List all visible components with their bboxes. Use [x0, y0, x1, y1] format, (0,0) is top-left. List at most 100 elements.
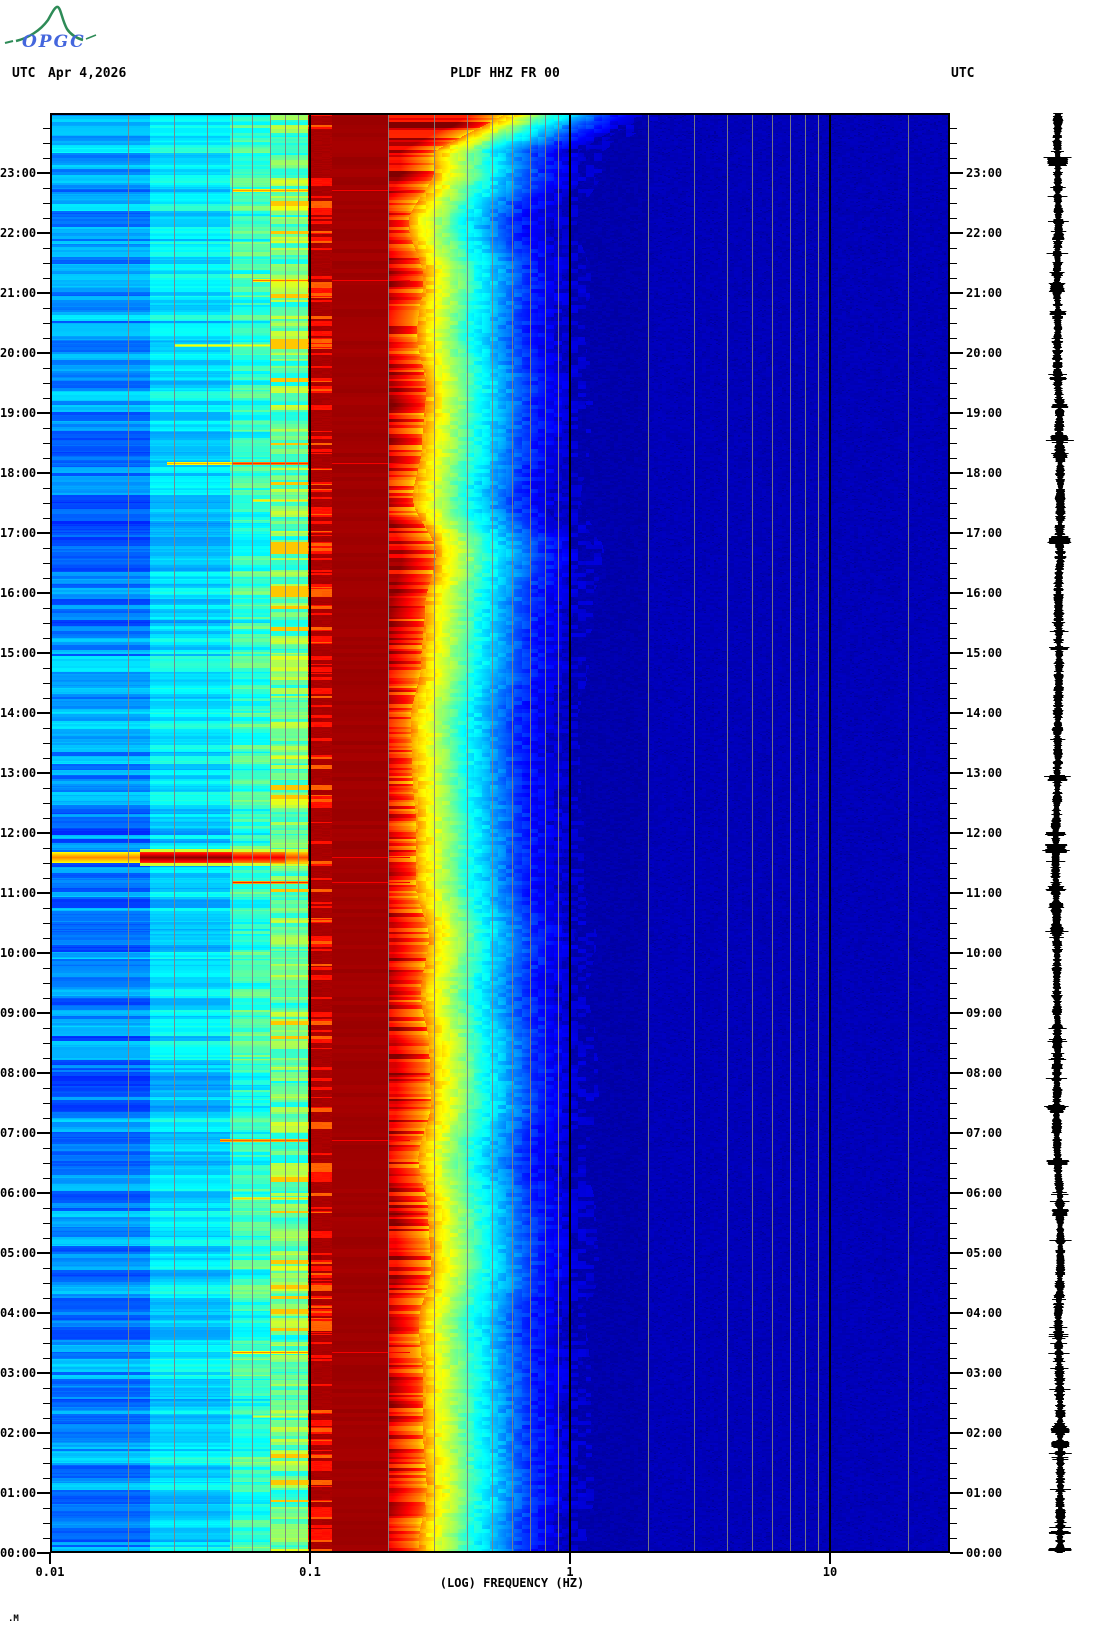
x-tick — [569, 1553, 571, 1564]
y-tick-minor-right — [950, 128, 957, 129]
y-hour-label-right: 21:00 — [966, 286, 1003, 300]
y-tick-major-right — [950, 532, 963, 534]
y-tick-minor-left — [43, 1103, 50, 1104]
y-tick-major-right — [950, 1312, 963, 1314]
y-tick-minor-right — [950, 398, 957, 399]
y-hour-label-right: 06:00 — [966, 1186, 1003, 1200]
y-tick-minor-left — [43, 488, 50, 489]
y-tick-minor-left — [43, 1523, 50, 1524]
x-tick-label: 0.1 — [299, 1565, 321, 1579]
y-tick-minor-right — [950, 1538, 957, 1539]
y-tick-minor-left — [43, 248, 50, 249]
y-tick-major-left — [37, 172, 50, 174]
y-tick-minor-right — [950, 878, 957, 879]
y-tick-minor-right — [950, 263, 957, 264]
y-hour-label-right: 08:00 — [966, 1066, 1003, 1080]
y-hour-label-right: 12:00 — [966, 826, 1003, 840]
y-tick-major-right — [950, 472, 963, 474]
y-tick-minor-right — [950, 788, 957, 789]
y-tick-minor-left — [43, 788, 50, 789]
y-tick-major-right — [950, 232, 963, 234]
y-tick-minor-right — [950, 1403, 957, 1404]
y-hour-label-left: 07:00 — [0, 1126, 37, 1140]
y-tick-minor-left — [43, 1178, 50, 1179]
y-tick-minor-left — [43, 1418, 50, 1419]
y-tick-major-right — [950, 652, 963, 654]
y-hour-label-left: 10:00 — [0, 946, 37, 960]
y-tick-major-right — [950, 592, 963, 594]
y-tick-minor-left — [43, 278, 50, 279]
y-tick-minor-left — [43, 1508, 50, 1509]
y-tick-major-left — [37, 532, 50, 534]
y-tick-major-right — [950, 412, 963, 414]
y-tick-major-right — [950, 892, 963, 894]
y-tick-minor-right — [950, 638, 957, 639]
y-tick-minor-right — [950, 998, 957, 999]
date-label: Apr 4,2026 — [48, 66, 127, 81]
y-tick-minor-right — [950, 368, 957, 369]
y-hour-label-left: 13:00 — [0, 766, 37, 780]
y-tick-major-right — [950, 1012, 963, 1014]
y-tick-minor-left — [43, 128, 50, 129]
y-tick-minor-left — [43, 1163, 50, 1164]
y-hour-label-left: 01:00 — [0, 1486, 37, 1500]
y-tick-minor-left — [43, 1043, 50, 1044]
y-hour-label-right: 22:00 — [966, 226, 1003, 240]
y-tick-major-right — [950, 952, 963, 954]
y-hour-label-left: 08:00 — [0, 1066, 37, 1080]
x-tick — [829, 1553, 831, 1564]
y-tick-minor-left — [43, 698, 50, 699]
y-tick-minor-right — [950, 743, 957, 744]
y-tick-minor-right — [950, 218, 957, 219]
y-tick-minor-right — [950, 623, 957, 624]
y-tick-minor-left — [43, 203, 50, 204]
y-tick-minor-left — [43, 938, 50, 939]
y-tick-major-left — [37, 352, 50, 354]
y-tick-minor-left — [43, 1388, 50, 1389]
y-hour-label-right: 16:00 — [966, 586, 1003, 600]
y-tick-major-right — [950, 1252, 963, 1254]
y-tick-major-left — [37, 712, 50, 714]
y-tick-minor-right — [950, 1328, 957, 1329]
x-tick-label: 10 — [822, 1565, 838, 1579]
y-tick-minor-left — [43, 1463, 50, 1464]
y-tick-minor-left — [43, 1328, 50, 1329]
y-tick-minor-left — [43, 518, 50, 519]
y-tick-minor-left — [43, 1478, 50, 1479]
y-tick-minor-left — [43, 1028, 50, 1029]
y-tick-minor-left — [43, 623, 50, 624]
y-tick-minor-left — [43, 983, 50, 984]
y-tick-minor-right — [950, 908, 957, 909]
y-tick-major-right — [950, 1552, 963, 1554]
y-tick-minor-right — [950, 1508, 957, 1509]
y-tick-minor-right — [950, 818, 957, 819]
y-tick-minor-left — [43, 143, 50, 144]
y-hour-label-left: 09:00 — [0, 1006, 37, 1020]
y-tick-minor-right — [950, 443, 957, 444]
y-hour-label-left: 22:00 — [0, 226, 37, 240]
y-tick-minor-right — [950, 1163, 957, 1164]
y-tick-minor-right — [950, 1223, 957, 1224]
y-tick-minor-left — [43, 383, 50, 384]
y-tick-minor-left — [43, 323, 50, 324]
y-tick-minor-right — [950, 668, 957, 669]
y-tick-minor-right — [950, 278, 957, 279]
y-hour-label-right: 19:00 — [966, 406, 1003, 420]
y-tick-minor-left — [43, 878, 50, 879]
y-hour-label-right: 04:00 — [966, 1306, 1003, 1320]
logo-curve-icon — [15, 5, 84, 43]
y-tick-minor-right — [950, 683, 957, 684]
y-hour-label-right: 10:00 — [966, 946, 1003, 960]
logo-curve-dash-right — [85, 34, 97, 40]
y-hour-label-left: 23:00 — [0, 166, 37, 180]
y-tick-major-left — [37, 592, 50, 594]
y-hour-label-left: 02:00 — [0, 1426, 37, 1440]
y-tick-minor-left — [43, 458, 50, 459]
x-tick-label: 0.01 — [35, 1565, 65, 1579]
y-tick-minor-left — [43, 1283, 50, 1284]
y-hour-label-right: 02:00 — [966, 1426, 1003, 1440]
y-tick-minor-right — [950, 428, 957, 429]
y-tick-major-left — [37, 1012, 50, 1014]
y-tick-minor-left — [43, 1538, 50, 1539]
